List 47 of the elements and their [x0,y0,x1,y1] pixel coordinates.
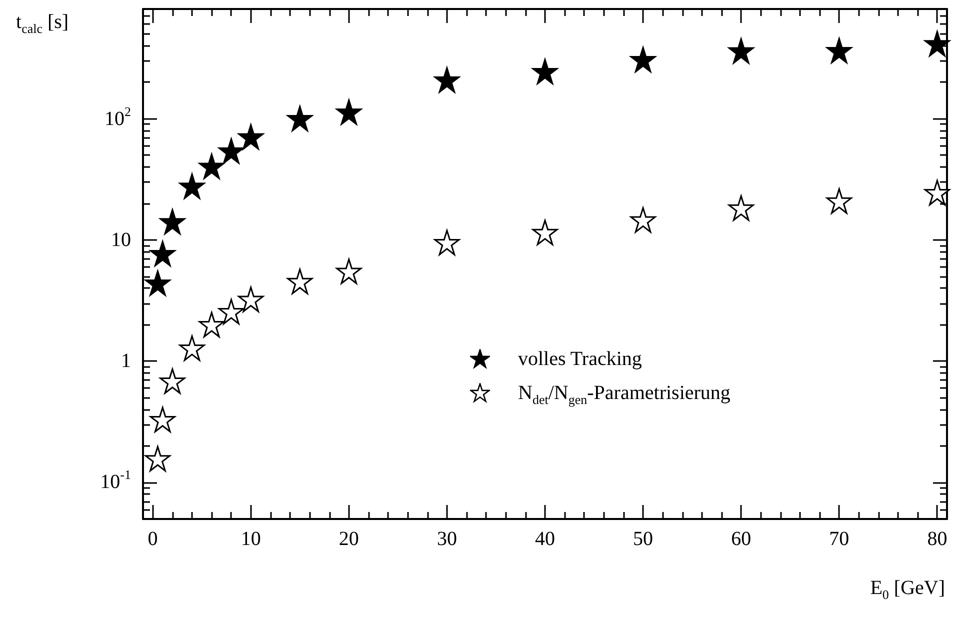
x-tick-label: 80 [927,528,948,550]
point [238,124,264,150]
x-axis-title: E$_{0}$ [GeV] [870,577,945,602]
x-tick-label: 40 [535,528,555,550]
x-tick-label: 0 [148,528,158,550]
point [150,406,176,432]
x-tick-label: 30 [436,528,457,550]
y-tick-label: 10$^{2}$ [104,104,131,130]
point [179,173,205,199]
x-tick-label: 50 [633,528,654,550]
point [826,38,852,64]
point [630,207,656,233]
point [630,46,656,72]
point [434,67,460,93]
point [144,270,170,296]
y-axis-title: t$_{calc}$ [s] [16,11,69,36]
point [728,38,754,64]
point [218,298,244,324]
point [336,99,362,125]
point [434,230,460,256]
point [238,286,264,312]
point [287,106,313,132]
point [179,335,205,361]
point [218,138,244,164]
point [287,268,313,294]
point [160,368,186,394]
point [924,30,950,56]
point [198,154,224,180]
point [198,312,224,338]
y-tick-label: 10 [111,228,131,251]
x-tick-label: 20 [338,528,359,550]
x-tick-label: 10 [240,528,261,550]
legend-label: volles Tracking [518,348,642,370]
y-tick-label: 1 [121,350,131,372]
point [532,220,558,246]
point [160,209,186,235]
point [826,188,852,214]
point [924,180,950,206]
point [144,446,170,472]
point [532,58,558,84]
point [728,195,754,221]
point [150,240,176,266]
legend-label: N$_{det}$/N$_{gen}$-Parametrisierung [518,382,730,406]
x-tick-label: 70 [829,528,850,550]
y-tick-label: 10$^{-1}$ [100,467,131,494]
x-tick-label: 60 [731,528,752,550]
point [336,258,362,284]
